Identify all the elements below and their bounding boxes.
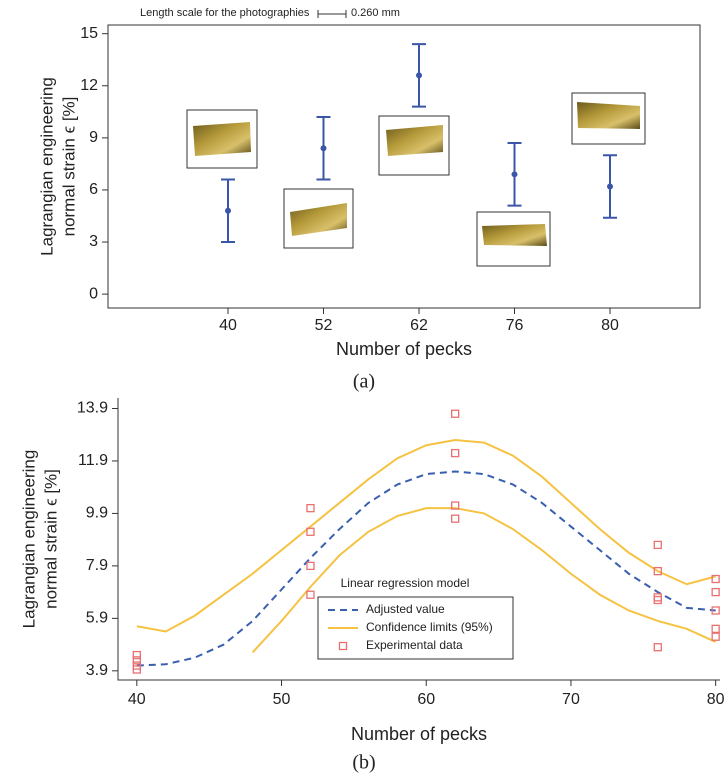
scale-title: Length scale for the photographies	[140, 7, 310, 19]
legend-label: Adjusted value	[366, 602, 445, 616]
caption: (a)	[353, 371, 375, 393]
data-point	[320, 145, 327, 152]
x-tick-label: 80	[707, 691, 725, 708]
x-tick-label: 80	[601, 317, 619, 334]
data-point	[416, 72, 422, 79]
scale-bar	[317, 10, 347, 18]
data-point	[511, 171, 518, 178]
axes	[117, 398, 720, 681]
y-tick-label: 0	[89, 285, 98, 302]
data-point	[451, 514, 460, 523]
y-tick-label: 6	[89, 181, 98, 198]
data-point	[306, 561, 315, 571]
data-point	[132, 656, 141, 665]
y-tick-label: 7.9	[86, 557, 108, 574]
y-tick-label: 5.9	[86, 610, 108, 627]
data-point	[711, 587, 720, 597]
series-line	[136, 470, 716, 667]
x-axis-label: Number of pecks	[351, 724, 487, 744]
data-point	[653, 593, 662, 602]
data-point	[451, 501, 460, 510]
data-point	[607, 183, 613, 190]
data-point	[306, 590, 315, 599]
x-tick-label: 50	[273, 691, 291, 708]
data-point	[653, 566, 662, 576]
data-point	[711, 606, 720, 615]
data-point	[653, 643, 662, 652]
data-point	[711, 632, 720, 641]
y-tick-label: 9	[89, 129, 98, 146]
photographs	[186, 92, 646, 267]
x-axis-label: Number of pecks	[336, 339, 472, 359]
y-tick-label: 11.9	[78, 452, 108, 469]
caption: (b)	[352, 752, 375, 774]
data-point	[306, 527, 315, 536]
data-point	[306, 504, 315, 513]
y-tick-label: 9.9	[86, 505, 108, 522]
y-axis-label: normal strain ϵ [%]	[41, 469, 60, 609]
data-point	[132, 650, 141, 660]
legend-swatch	[338, 641, 348, 651]
data-point	[225, 207, 231, 214]
x-tick-label: 52	[315, 317, 333, 334]
legend-label: Confidence limits (95%)	[366, 620, 493, 634]
plot-frame	[107, 24, 701, 309]
x-tick-label: 40	[128, 691, 146, 708]
data-point	[451, 409, 460, 418]
series-line	[136, 438, 716, 633]
legend-label: Experimental data	[366, 638, 463, 652]
x-tick-label: 40	[219, 317, 237, 334]
x-tick-label: 62	[410, 317, 428, 334]
y-tick-label: 15	[80, 25, 98, 42]
y-tick-label: 3	[89, 233, 98, 250]
x-tick-label: 60	[417, 691, 435, 708]
y-axis-label: Lagrangian engineering	[37, 77, 56, 256]
data-point	[132, 665, 141, 674]
y-tick-label: 3.9	[86, 662, 108, 679]
data-point	[653, 540, 662, 550]
x-tick-label: 70	[562, 691, 580, 708]
data-point	[653, 595, 662, 605]
y-axis-label: normal strain ϵ [%]	[59, 97, 78, 237]
data-point	[451, 448, 460, 458]
y-tick-label: 12	[80, 77, 98, 94]
y-axis-label: Lagrangian engineering	[19, 450, 38, 629]
series-line	[251, 507, 717, 654]
data-point	[711, 574, 720, 584]
data-point	[711, 624, 720, 633]
x-tick-label: 76	[506, 317, 524, 334]
y-tick-label: 13.9	[77, 400, 108, 417]
legend-title: Linear regression model	[341, 576, 470, 590]
scale-label: 0.260 mm	[351, 7, 400, 19]
